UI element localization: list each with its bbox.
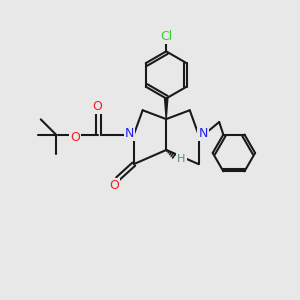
Text: O: O	[109, 179, 119, 192]
Polygon shape	[165, 98, 168, 119]
Text: Cl: Cl	[160, 30, 172, 43]
Text: O: O	[70, 130, 80, 143]
Text: O: O	[92, 100, 102, 112]
Text: H: H	[177, 154, 186, 164]
Text: N: N	[125, 127, 134, 140]
Text: N: N	[198, 127, 208, 140]
